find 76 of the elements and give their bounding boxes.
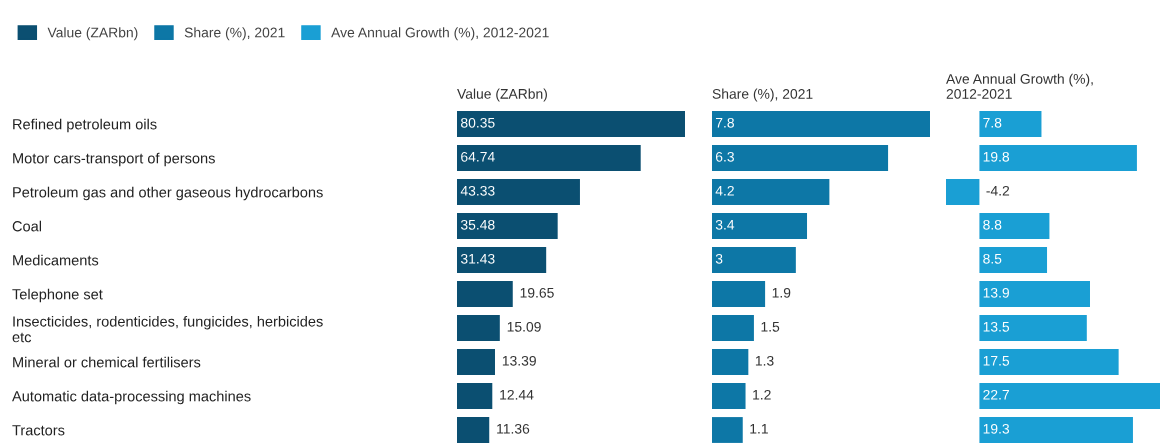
y-tick-label: Insecticides, rodenticides, fungicides, herbicides etc (12, 315, 323, 343)
y-tick-label: Motor cars-transport of persons (13, 152, 215, 167)
data-label: 43.33 (460, 185, 495, 196)
bar (457, 315, 500, 341)
data-label: 13.39 (502, 355, 536, 366)
data-label: 3.4 (715, 219, 735, 230)
bar (457, 145, 641, 171)
y-tick-label: Coal (12, 220, 42, 232)
y-tick-label: Tractors (12, 425, 65, 436)
data-label: 12.44 (500, 389, 534, 400)
bar (712, 179, 830, 205)
data-label: 64.74 (461, 151, 495, 162)
bar (712, 247, 796, 273)
bar (979, 417, 1133, 443)
bar (712, 281, 766, 307)
y-tick-label: Mineral or chemical fertilisers (13, 356, 201, 368)
bar (712, 349, 749, 375)
data-label: 4.2 (715, 185, 734, 196)
y-tick-label: Medicaments (13, 254, 99, 266)
bar (457, 179, 580, 205)
data-label: 1.5 (761, 322, 780, 332)
data-label: 15.09 (507, 321, 541, 332)
bar (712, 315, 754, 341)
data-label: 6.3 (715, 151, 734, 162)
bar (457, 111, 685, 137)
y-tick-label: Telephone set (12, 288, 103, 303)
data-label: 3 (715, 253, 723, 264)
data-label: 80.35 (461, 117, 495, 128)
data-label: 31.43 (460, 253, 495, 264)
data-label: 19.3 (983, 423, 1010, 434)
data-label: 1.9 (772, 287, 791, 298)
data-label: 22.7 (983, 389, 1009, 400)
bar (979, 349, 1119, 375)
bar (979, 315, 1087, 341)
data-label: 1.1 (750, 424, 768, 434)
bar (457, 349, 495, 375)
bar (457, 281, 513, 307)
data-label: 13.5 (983, 321, 1010, 332)
data-label: 7.8 (715, 117, 734, 128)
bar (457, 213, 558, 239)
bar (712, 383, 746, 409)
legend-label: Share (%), 2021 (184, 27, 285, 41)
bar (457, 247, 547, 273)
y-tick-label: Refined petroleum oils (13, 118, 157, 133)
chart-title: Share (%), 2021 (712, 88, 813, 102)
data-label: 1.2 (753, 389, 771, 400)
data-label: 8.8 (983, 219, 1002, 230)
data-label: 11.36 (497, 423, 530, 434)
bar (979, 281, 1090, 307)
data-label: 19.65 (520, 287, 554, 298)
data-label: -4.2 (986, 185, 1010, 196)
bar (979, 247, 1048, 273)
bar (712, 145, 889, 171)
bar (712, 111, 930, 137)
bar (712, 417, 743, 443)
bar (979, 111, 1042, 137)
data-label: 7.8 (983, 117, 1002, 128)
chart-title: Ave Annual Growth (%), 2012-2021 (946, 73, 1093, 99)
bar (979, 145, 1137, 171)
bar (457, 417, 490, 443)
data-label: 35.48 (460, 219, 495, 230)
data-label: 17.5 (983, 356, 1010, 366)
data-label: 19.8 (983, 151, 1010, 162)
bar (979, 383, 1160, 409)
data-label: 1.3 (755, 355, 774, 366)
legend-label: Value (ZARbn) (47, 27, 138, 41)
y-tick-label: Petroleum gas and other gaseous hydrocarbons (13, 186, 323, 201)
y-tick-label: Automatic data-processing machines (12, 390, 251, 405)
data-label: 8.5 (983, 253, 1002, 264)
legend-label: Ave Annual Growth (%), 2012-2021 (331, 27, 549, 41)
bar (979, 213, 1050, 239)
chart-title: Value (ZARbn) (457, 88, 547, 102)
bar (946, 179, 980, 205)
bar (712, 213, 808, 239)
data-label: 13.9 (983, 287, 1009, 298)
bar (457, 383, 493, 409)
